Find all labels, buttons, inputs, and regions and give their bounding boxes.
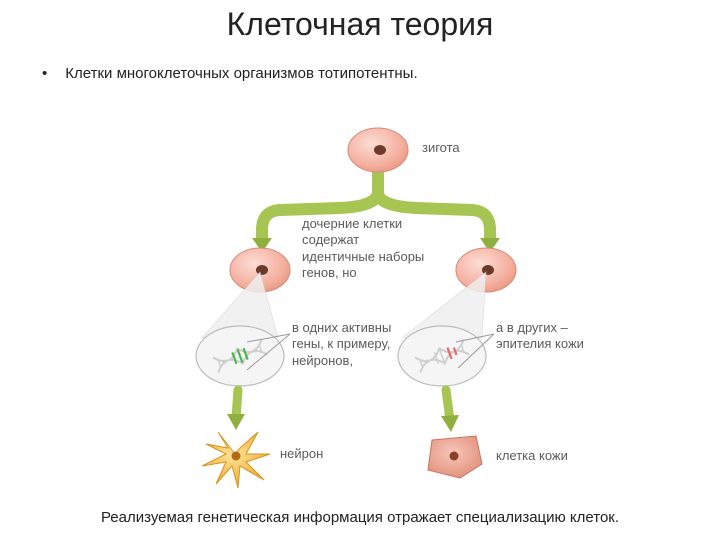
daughter-cell-right-icon xyxy=(456,248,516,292)
neuron-cell-icon xyxy=(202,432,270,488)
bullet-dot-icon: • xyxy=(42,65,47,83)
arrow-to-neuron-icon xyxy=(227,390,245,430)
bullet-text: Клетки многоклеточных организмов тотипот… xyxy=(65,65,417,82)
bullet-item: • Клетки многоклеточных организмов тотип… xyxy=(42,65,720,83)
diagram-canvas: зигота дочерние клетки содержат идентичн… xyxy=(140,120,600,490)
label-daughter: дочерние клетки содержат идентичные набо… xyxy=(302,216,432,281)
label-left-gene: в одних активны гены, к примеру, нейроно… xyxy=(292,320,402,369)
skin-cell-icon xyxy=(428,436,482,478)
label-zygote: зигота xyxy=(422,140,460,156)
label-skin: клетка кожи xyxy=(496,448,568,464)
label-neuron: нейрон xyxy=(280,446,323,462)
page-title: Клеточная теория xyxy=(0,0,720,43)
diagram-svg xyxy=(140,120,600,490)
zygote-cell-icon xyxy=(348,128,408,172)
footer-text: Реализуемая генетическая информация отра… xyxy=(0,509,720,526)
label-right-gene: а в других – эпителия кожи xyxy=(496,320,596,353)
dna-lens-left-icon xyxy=(196,326,284,386)
dna-lens-right-icon xyxy=(398,326,486,386)
arrow-to-skin-icon xyxy=(441,390,459,432)
